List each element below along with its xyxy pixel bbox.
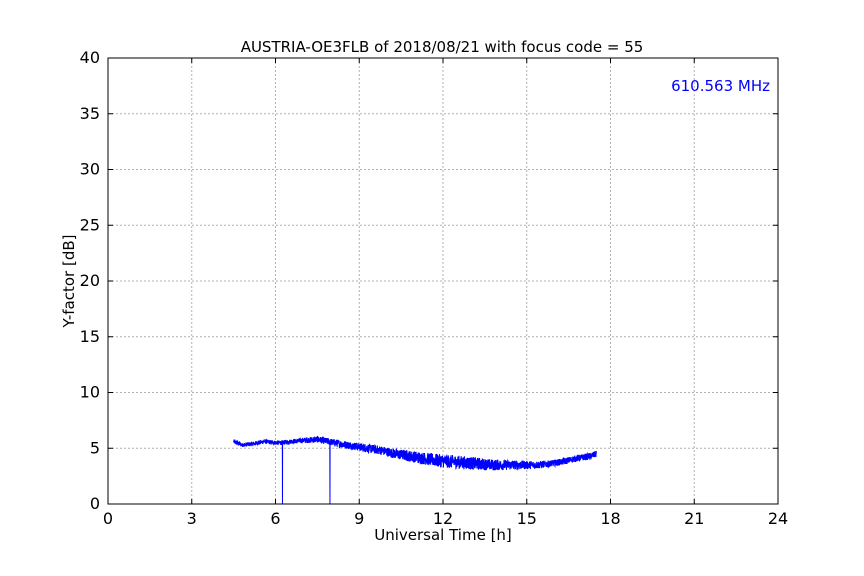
- tick-labels: 0 3 6 9 12 15 18 21 24 0 5 10 15 20 25 30 35 40: [80, 48, 789, 528]
- x-tick-label: 21: [684, 509, 704, 528]
- y-axis-label: Y-factor [dB]: [60, 234, 78, 328]
- x-tick-label: 9: [354, 509, 364, 528]
- y-tick-label: 0: [90, 494, 100, 513]
- y-tick-label: 35: [80, 104, 100, 123]
- series-line: [233, 435, 598, 505]
- x-axis-label: Universal Time [h]: [374, 526, 512, 544]
- x-tick-label: 3: [187, 509, 197, 528]
- frequency-annotation: 610.563 MHz: [671, 77, 770, 95]
- x-tick-label: 0: [103, 509, 113, 528]
- series-layer: [233, 435, 598, 505]
- y-tick-label: 25: [80, 215, 100, 234]
- grid: [107, 57, 779, 505]
- y-tick-label: 20: [80, 271, 100, 290]
- y-tick-label: 15: [80, 327, 100, 346]
- chart-title: AUSTRIA-OE3FLB of 2018/08/21 with focus …: [241, 38, 644, 56]
- x-tick-label: 18: [600, 509, 620, 528]
- x-tick-label: 12: [433, 509, 453, 528]
- x-tick-label: 24: [768, 509, 788, 528]
- y-tick-label: 10: [80, 383, 100, 402]
- y-tick-label: 30: [80, 160, 100, 179]
- ticks: [107, 57, 779, 505]
- y-tick-label: 5: [90, 438, 100, 457]
- x-tick-label: 6: [270, 509, 280, 528]
- x-tick-label: 15: [517, 509, 537, 528]
- y-tick-label: 40: [80, 48, 100, 67]
